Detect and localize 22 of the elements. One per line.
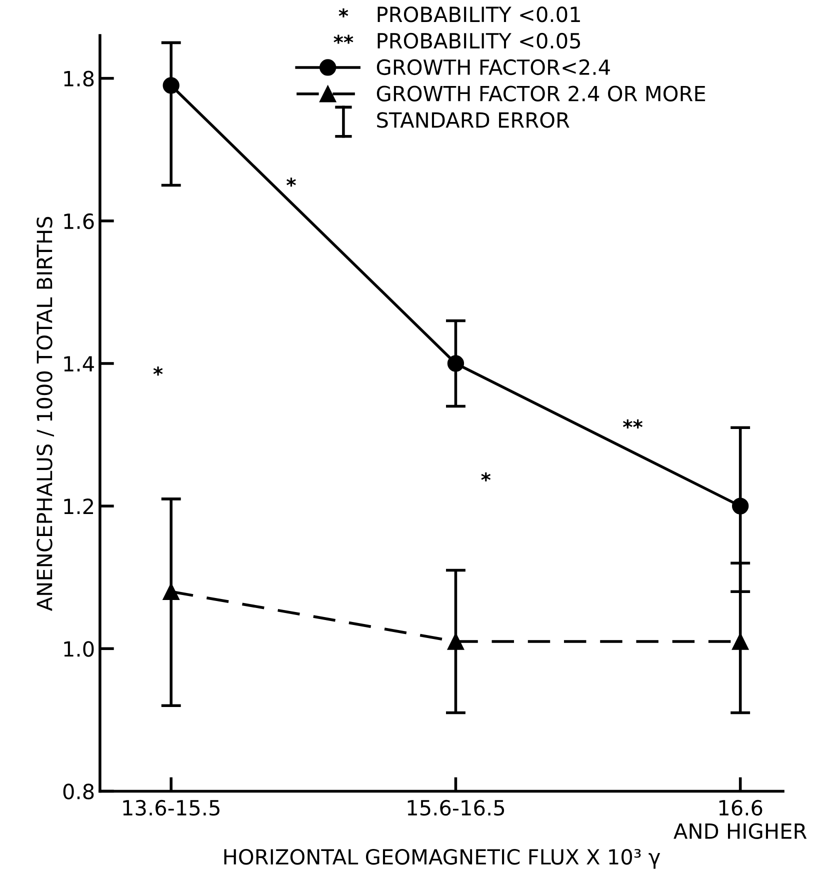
y-axis-title: ANENCEPHALUS / 1000 TOTAL BIRTHS bbox=[36, 216, 54, 611]
y-tick-label: 0.8 bbox=[63, 784, 94, 800]
annotation: PROBABILITY <0.05 bbox=[378, 32, 580, 49]
text: PROBABILITY <0.01 bbox=[378, 6, 580, 22]
y-tick-label: 1.6 bbox=[64, 213, 94, 230]
annotation: * bbox=[153, 366, 163, 376]
annotation: ** bbox=[622, 419, 643, 428]
y-tick-label: 1.2 bbox=[64, 498, 94, 514]
x-tick-label: 13.6-15.5 bbox=[123, 800, 220, 816]
y-tick-label: 1.4 bbox=[64, 356, 94, 372]
annotation: STANDARD ERROR bbox=[377, 112, 570, 128]
legend-label: GROWTH FACTOR<2.4 bbox=[376, 59, 610, 76]
legend-label: GROWTH FACTOR 2.4 OR MORE bbox=[376, 86, 706, 102]
y-tick-label: 1.0 bbox=[64, 641, 94, 657]
y-tick-label: 1.8 bbox=[64, 70, 94, 87]
x-tick-label: 16.6 AND HIGHER bbox=[674, 800, 807, 839]
annotation: * bbox=[286, 178, 296, 187]
text: * bbox=[338, 8, 348, 18]
annotation: * bbox=[481, 472, 491, 482]
text: ** bbox=[334, 34, 354, 44]
x-axis-title: HORIZONTAL GEOMAGNETIC FLUX X 10³ γ bbox=[224, 848, 660, 869]
x-tick-label: 15.6-16.5 bbox=[408, 800, 504, 816]
